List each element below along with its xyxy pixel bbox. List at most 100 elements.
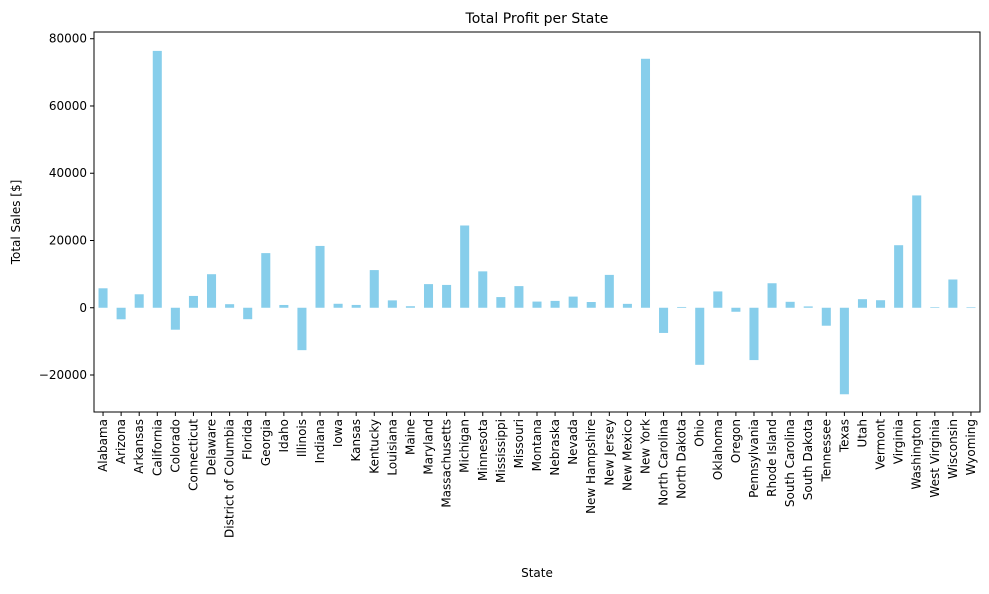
bar [315,245,325,308]
x-tick-label: Georgia [259,419,273,466]
y-tick-label: 40000 [49,166,87,180]
bar [659,307,669,333]
bar [351,304,361,308]
x-axis-ticks: Alabama Arizona Arkansas California Colorado… [96,412,978,538]
bar [369,270,379,308]
bar [568,296,578,308]
x-tick-label: District of Columbia [223,419,237,538]
x-tick-label: Kansas [349,419,363,461]
bar [478,271,488,308]
bar [622,303,632,308]
x-axis-label: State [521,566,553,580]
bars [98,50,976,395]
x-tick-label: Vermont [874,419,888,470]
bar [207,274,217,308]
y-tick-label: 60000 [49,99,87,113]
bar [604,274,614,308]
bar [496,297,506,308]
x-tick-label: Missouri [512,419,526,468]
x-tick-label: Ohio [693,419,707,447]
x-tick-label: Florida [241,419,255,460]
bar [749,307,759,361]
x-tick-label: Maine [403,419,417,455]
x-tick-label: Oregon [729,419,743,463]
bar [134,294,144,308]
x-tick-label: Pennsylvania [747,419,761,498]
x-tick-label: West Virginia [928,419,942,498]
x-tick-label: Rhode Island [765,419,779,497]
bar [966,307,976,309]
bar [333,303,343,308]
x-tick-label: Washington [910,419,924,490]
y-tick-label: 80000 [49,32,87,46]
y-tick-label: 20000 [49,233,87,247]
x-tick-label: Michigan [458,419,472,473]
bar [405,306,415,308]
bar [912,195,922,308]
x-tick-label: California [150,419,164,476]
x-tick-label: Virginia [892,419,906,464]
x-tick-label: New Jersey [602,419,616,486]
x-tick-label: South Dakota [801,419,815,500]
bar [442,284,452,308]
x-tick-label: New Hampshire [584,419,598,514]
x-tick-label: Texas [837,419,851,453]
x-tick-label: Tennessee [819,419,833,483]
bar [930,307,940,308]
bar [243,307,253,320]
x-tick-label: Colorado [168,419,182,473]
bar [550,300,560,308]
bar [586,302,596,308]
bar [279,304,289,308]
x-tick-label: Montana [530,419,544,471]
bar [261,253,271,308]
x-tick-label: Minnesota [476,419,490,481]
bar [876,300,886,308]
bar [387,300,397,308]
x-tick-label: Idaho [277,419,291,452]
x-tick-label: Connecticut [186,419,200,491]
bar [116,307,126,320]
x-tick-label: Illinois [295,419,309,457]
x-tick-label: Mississippi [494,419,508,483]
y-tick-label: 0 [79,301,87,315]
x-tick-label: Kentucky [367,419,381,474]
x-tick-label: North Dakota [675,419,689,499]
bar [460,225,470,308]
x-tick-label: New York [638,419,652,474]
x-tick-label: Oklahoma [711,419,725,480]
x-tick-label: Arkansas [132,419,146,474]
bar [98,288,108,308]
x-tick-label: Wisconsin [946,419,960,479]
bar [152,50,162,308]
y-axis-label: Total Sales [$] [9,180,23,266]
x-tick-label: Indiana [313,419,327,463]
bar [767,283,777,308]
chart-title: Total Profit per State [465,11,609,27]
x-tick-label: Alabama [96,419,110,472]
bar [170,307,180,330]
bar [821,307,831,326]
x-tick-label: Louisiana [385,419,399,476]
x-tick-label: New Mexico [620,419,634,491]
bar [713,291,723,308]
bar [894,245,904,308]
bar [514,286,524,308]
y-tick-label: −20000 [39,368,87,382]
x-tick-label: Massachusetts [440,419,454,508]
bar [857,299,867,308]
x-tick-label: South Carolina [783,419,797,507]
y-axis-ticks: −20000 0 20000 40000 60000 80000 [39,32,94,382]
bar [532,301,542,308]
x-tick-label: Nevada [566,419,580,465]
x-tick-label: North Carolina [657,419,671,506]
x-tick-label: Maryland [422,419,436,475]
bar [188,295,198,308]
bar [423,284,434,308]
bar [785,301,795,308]
bar [640,58,651,308]
bar [695,307,705,365]
x-tick-label: Iowa [331,419,345,447]
